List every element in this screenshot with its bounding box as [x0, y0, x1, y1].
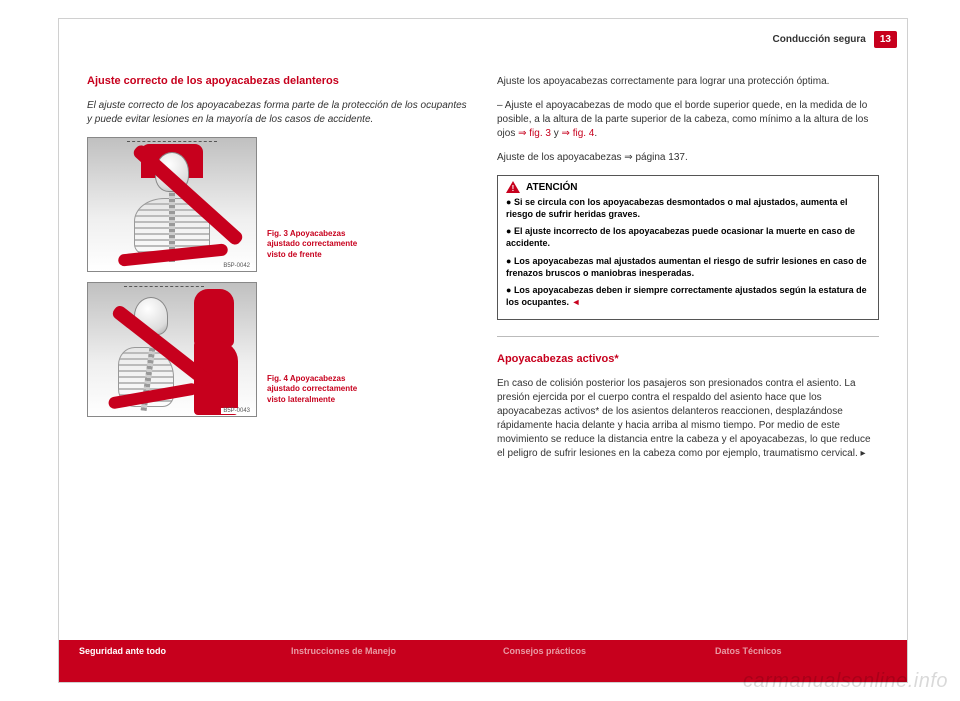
manual-page: Conducción segura 13 Ajuste correcto de …: [58, 18, 908, 683]
svg-text:!: !: [512, 184, 515, 193]
warning-item-text: Los apoyacabezas deben ir siempre correc…: [506, 285, 867, 307]
chapter-title: Conducción segura: [773, 34, 866, 45]
figure-4-wrap: B5P-0043 Fig. 4 Apoyacabezas ajustado co…: [87, 282, 469, 417]
ref-sep: y: [551, 128, 562, 139]
figure-3-caption: Fig. 3 Apoyacabezas ajustado correctamen…: [267, 229, 362, 272]
warning-header: ! ATENCIÓN: [498, 176, 878, 196]
adjust-instruction: – Ajuste el apoyacabezas de modo que el …: [497, 99, 879, 141]
warning-box: ! ATENCIÓN Si se circula con los apoyaca…: [497, 175, 879, 320]
instruction-end: .: [594, 128, 597, 139]
figure-3-wrap: B5P-0042 Fig. 3 Apoyacabezas ajustado co…: [87, 137, 469, 272]
guide-line: [124, 286, 204, 287]
figure-3-code: B5P-0042: [221, 263, 252, 269]
warning-item: Los apoyacabezas deben ir siempre correc…: [506, 284, 870, 308]
headrest-side: [194, 289, 234, 347]
lead-text: El ajuste correcto de los apoyacabezas f…: [87, 99, 469, 127]
tab-datos[interactable]: Datos Técnicos: [695, 646, 907, 656]
section-title-active: Apoyacabezas activos*: [497, 353, 879, 365]
continue-icon: ▸: [861, 448, 866, 459]
content-columns: Ajuste correcto de los apoyacabezas dela…: [87, 75, 879, 626]
page-number: 13: [874, 31, 897, 48]
warning-item: Si se circula con los apoyacabezas desmo…: [506, 196, 870, 220]
warning-item: El ajuste incorrecto de los apoyacabezas…: [506, 225, 870, 249]
section-title-left: Ajuste correcto de los apoyacabezas dela…: [87, 75, 469, 87]
fig3-ref: ⇒ fig. 3: [518, 128, 551, 139]
figure-4: B5P-0043: [87, 282, 257, 417]
end-marker-icon: ◄: [572, 297, 581, 307]
tab-instrucciones[interactable]: Instrucciones de Manejo: [271, 646, 483, 656]
figure-4-caption: Fig. 4 Apoyacabezas ajustado correctamen…: [267, 374, 362, 417]
warning-item: Los apoyacabezas mal ajustados aumentan …: [506, 255, 870, 279]
left-column: Ajuste correcto de los apoyacabezas dela…: [87, 75, 469, 626]
tab-consejos[interactable]: Consejos prácticos: [483, 646, 695, 656]
warning-label: ATENCIÓN: [526, 182, 577, 193]
footer-tabs: Seguridad ante todo Instrucciones de Man…: [59, 640, 907, 682]
warning-list: Si se circula con los apoyacabezas desmo…: [498, 196, 878, 319]
active-headrest-text: En caso de colisión posterior los pasaje…: [497, 378, 871, 459]
figure-4-code: B5P-0043: [221, 408, 252, 414]
figure-3: B5P-0042: [87, 137, 257, 272]
intro-paragraph: Ajuste los apoyacabezas correctamente pa…: [497, 75, 879, 89]
page-ref: Ajuste de los apoyacabezas ⇒ página 137.: [497, 151, 879, 165]
fig4-ref: ⇒ fig. 4: [562, 128, 595, 139]
active-headrest-paragraph: En caso de colisión posterior los pasaje…: [497, 377, 879, 461]
warning-icon: !: [506, 181, 520, 193]
guide-line: [127, 141, 217, 142]
section-divider: [497, 336, 879, 337]
right-column: Ajuste los apoyacabezas correctamente pa…: [497, 75, 879, 626]
page-header: Conducción segura 13: [59, 19, 907, 59]
tab-seguridad[interactable]: Seguridad ante todo: [59, 646, 271, 656]
